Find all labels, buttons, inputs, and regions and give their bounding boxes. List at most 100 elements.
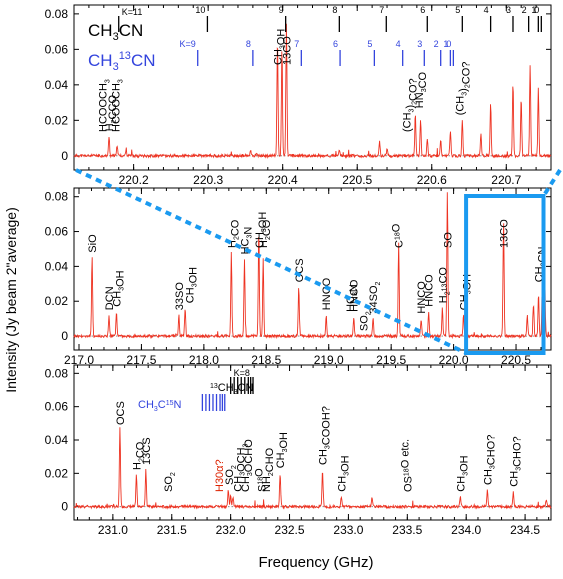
- bottom-xtick-label: 233.5: [392, 523, 422, 537]
- middle-xtick-label: 220.0: [439, 353, 469, 367]
- bottom-line-annotation: CH3COOH?: [318, 406, 333, 465]
- bottom-line-annotation: CH3CHO?: [482, 435, 497, 485]
- middle-ytick-label: 0.08: [45, 190, 69, 204]
- legend-ch3cn: CH3CN: [88, 21, 143, 43]
- top-xtick-label: 220.6: [417, 173, 447, 187]
- top-line-annotation: (CH3)2CO?: [401, 78, 419, 132]
- top-ytick-label: 0.04: [45, 78, 69, 92]
- bottom-ytick-label: 0.06: [45, 400, 69, 414]
- bottom-line-annotation: H30α?: [214, 459, 226, 492]
- top-plot-frame: [73, 4, 552, 171]
- middle-ytick-label: 0.02: [45, 294, 69, 308]
- top-ladder-k-label: 0: [534, 5, 539, 15]
- bottom-ytick-label: 0.02: [45, 466, 69, 480]
- top-ladder-k-label: 7: [294, 39, 299, 49]
- top-xtick-label: 220.2: [119, 173, 149, 187]
- top-ladder-k-label: 5: [367, 39, 372, 49]
- top-ladder-k-label: 1: [443, 39, 448, 49]
- top-line-annotation: CH3OH: [273, 29, 288, 65]
- bottom-xtick-label: 233.0: [333, 523, 363, 537]
- middle-xtick-label: 220.5: [501, 353, 531, 367]
- bottom-line-annotation: CH3OH: [275, 432, 290, 468]
- middle-spectrum-line: [73, 192, 552, 340]
- bottom-xtick-label: 234.5: [510, 523, 540, 537]
- bottom-ytick-label: 0.04: [45, 433, 69, 447]
- middle-line-annotation: H2CO: [226, 219, 241, 248]
- top-ladder-k-label: 3: [506, 5, 511, 15]
- zoom-projection-left: [75, 168, 467, 355]
- top-xtick-label: 220.4: [268, 173, 298, 187]
- top-ladder-k-label: 10: [195, 5, 205, 15]
- top-line-annotation: HCOOCH3: [111, 79, 125, 132]
- top-xtick-label: 220.7: [491, 173, 521, 187]
- bottom-xtick-label: 232.5: [275, 523, 305, 537]
- panel-bottom: 0 0.02 0.04 0.06 0.08 231.0 231.5 232.0 232.5 233…: [45, 364, 552, 537]
- bottom-line-annotation: OS18O etc.: [399, 439, 414, 492]
- top-line-annotation: 13CO: [281, 36, 293, 65]
- legend-13ch3cn: 13CH3CN: [210, 382, 254, 396]
- top-ladder-k-label: 8: [332, 5, 337, 15]
- top-xtick-label: 220.3: [193, 173, 223, 187]
- top-line-annotation: HCOOCH3: [97, 79, 111, 132]
- middle-line-annotation: CH3OH: [254, 212, 269, 248]
- middle-xtick-label: 217.5: [126, 353, 156, 367]
- bottom-xtick-label: 231.0: [98, 523, 128, 537]
- middle-line-annotation: SO: [442, 232, 454, 248]
- top-ladder-k-label: 9: [279, 5, 284, 15]
- bottom-xtick-label: 234.0: [451, 523, 481, 537]
- zoom-projection-right: [541, 168, 562, 198]
- legend-ch3-13cn: CH313CN: [88, 50, 156, 73]
- middle-line-annotation: 34SO2: [368, 281, 382, 313]
- bottom-xtick-label: 231.5: [157, 523, 187, 537]
- bottom-line-annotation: CH3OCH3: [233, 443, 250, 491]
- bottom-line-annotation: CH3OH: [455, 455, 470, 491]
- middle-line-annotation: SO2: [359, 311, 373, 331]
- top-ladder-k-label: 8: [246, 39, 251, 49]
- top-panel-legend: CH3CN CH313CN: [88, 21, 156, 73]
- middle-xtick-label: 219.5: [376, 353, 406, 367]
- top-ladder-k-label: 2: [434, 39, 439, 49]
- top-ytick-label: 0: [61, 149, 68, 163]
- middle-line-annotation: HC3N: [345, 284, 360, 312]
- middle-line-annotation: CH3CN: [534, 247, 549, 283]
- bottom-ytick-label: 0: [61, 500, 68, 514]
- bottom-line-annotation: 13CS: [141, 437, 153, 465]
- top-ladder-k-label: 6: [333, 39, 338, 49]
- middle-ytick-label: 0.04: [45, 259, 69, 273]
- top-ladder-k-label: 3: [417, 39, 422, 49]
- bottom-line-annotation: SO2: [163, 472, 177, 492]
- middle-ytick-label: 0: [61, 329, 68, 343]
- top-ladder-k-label: 0: [446, 39, 451, 49]
- bottom-line-annotation: SO2: [224, 465, 238, 485]
- top-ladder-k-label: 7: [379, 5, 384, 15]
- top-line-annotation: H2CCO: [104, 95, 119, 132]
- top-ytick-label: 0.06: [45, 42, 69, 56]
- top-line-annotation: (CH3)2CO?: [454, 62, 472, 116]
- middle-line-annotation: SiO: [87, 234, 99, 253]
- middle-xtick-label: 219.0: [314, 353, 344, 367]
- middle-line-annotation: 13CO: [499, 219, 511, 248]
- bottom-line-annotation: CH3OH: [336, 455, 351, 491]
- bottom-line-annotation: CH3CHO?: [508, 436, 523, 486]
- top-ytick-label: 0.02: [45, 113, 69, 127]
- top-ladder-k-label: 5: [455, 5, 460, 15]
- panel-middle: 0 0.02 0.04 0.06 0.08 217.0 217.5 218.0 218.5 219…: [45, 187, 552, 367]
- middle-xtick-label: 218.0: [189, 353, 219, 367]
- bottom-line-annotation: OCS: [115, 401, 127, 425]
- middle-line-annotation: OCS: [294, 258, 306, 282]
- bottom-ladder-prefix: K=8: [234, 368, 250, 378]
- middle-line-annotation: HNCO: [321, 277, 333, 310]
- middle-line-annotation: C18O: [391, 223, 406, 248]
- top-ladder-k-label: 2: [522, 5, 527, 15]
- bottom-line-annotation: CH3OCHO: [240, 439, 255, 492]
- top-ladder-prefix: K=11: [122, 7, 143, 17]
- legend-ch3c15n: CH3C15N: [138, 399, 182, 413]
- zoom-highlight-box: [464, 194, 546, 355]
- middle-line-annotation: HNCO: [424, 274, 436, 307]
- middle-xtick-label: 218.5: [251, 353, 281, 367]
- bottom-panel-legend: 13CH3CN CH3C15N: [138, 382, 254, 413]
- top-ladder-k-label: 1: [531, 5, 536, 15]
- bottom-ytick-label: 0.08: [45, 366, 69, 380]
